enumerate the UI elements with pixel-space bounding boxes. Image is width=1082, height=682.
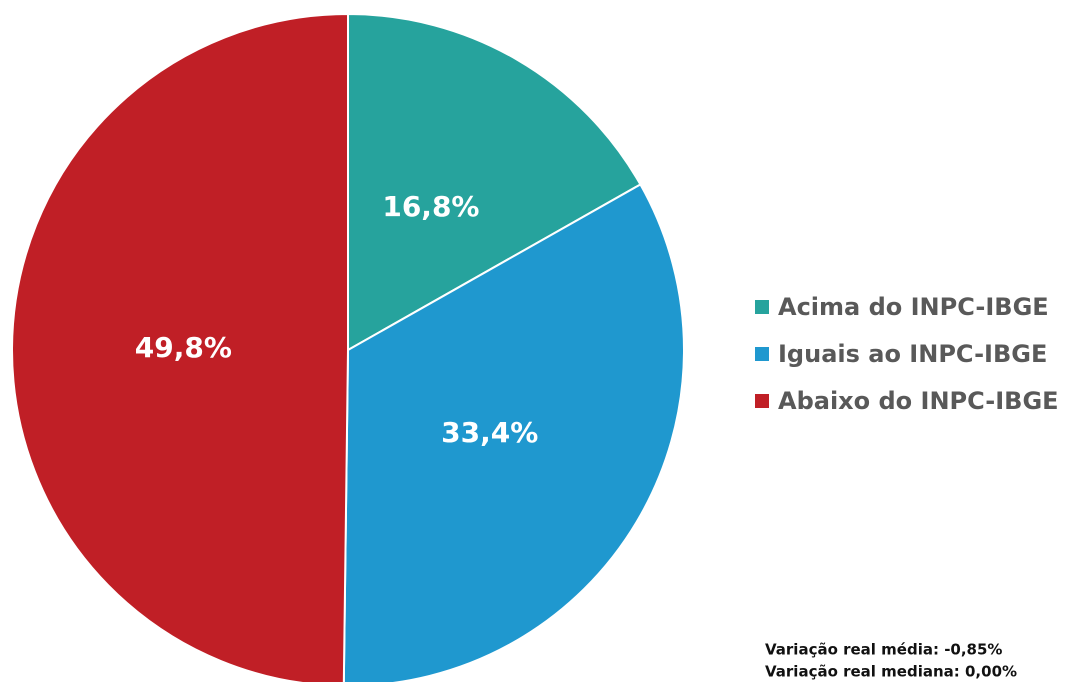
value-label: 16,8% [382, 190, 479, 223]
value-label: 33,4% [441, 416, 538, 449]
legend-swatch [755, 300, 769, 314]
annotation: Variação real mediana: 0,00% [765, 663, 1017, 681]
legend-swatch [755, 347, 769, 361]
legend-label: Iguais ao INPC-IBGE [778, 340, 1047, 368]
value-label: 49,8% [135, 331, 232, 364]
pie-slice [342, 183, 685, 682]
legend-label: Abaixo do INPC-IBGE [778, 387, 1059, 415]
pie-slice [347, 12, 642, 352]
annotation: Variação real média: -0,85% [765, 641, 1002, 659]
legend-label: Acima do INPC-IBGE [778, 293, 1049, 321]
pie-slice [11, 12, 349, 682]
legend-swatch [755, 394, 769, 408]
